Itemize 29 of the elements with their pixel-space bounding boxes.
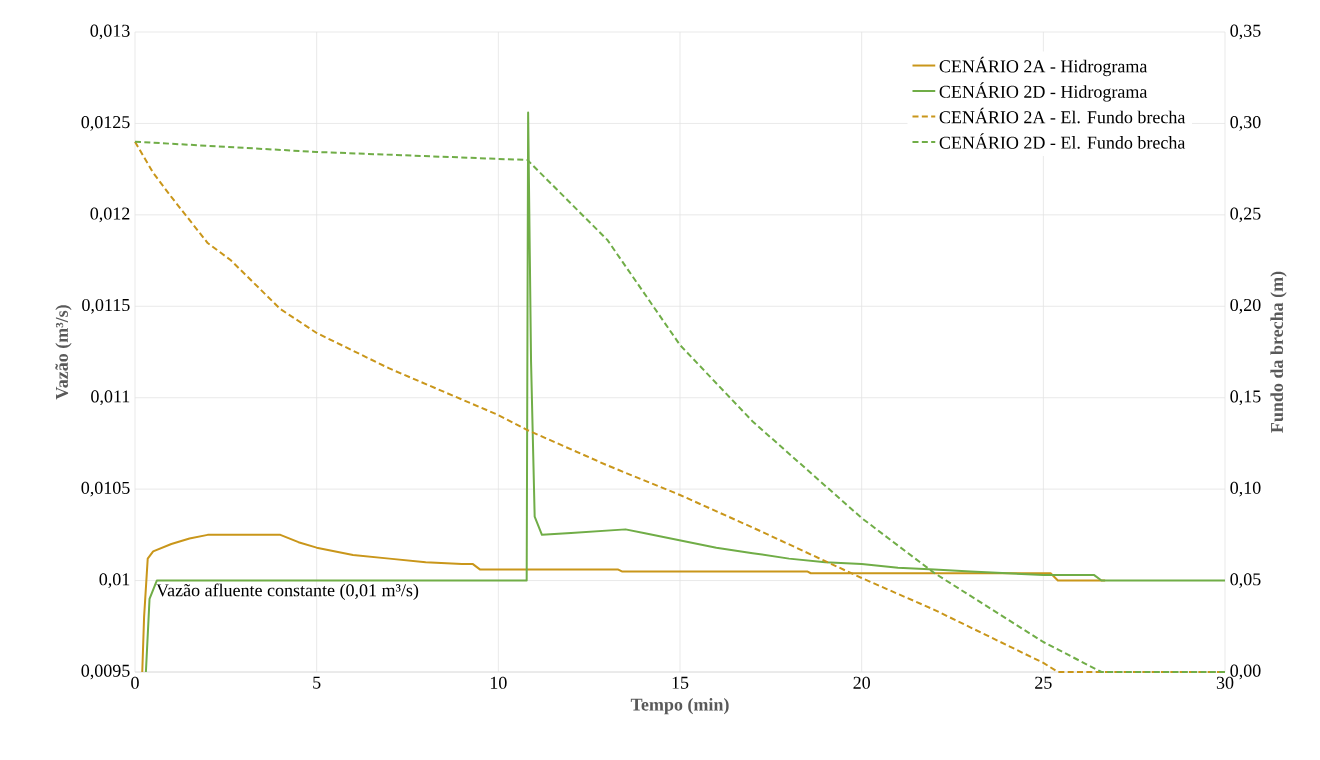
y-tick-label: 0,0115 [82, 298, 130, 314]
x-tick-label: 0 [131, 676, 139, 689]
y-tick-label: 0,0095 [81, 664, 130, 680]
y-tick-label: 0,013 [90, 24, 130, 40]
legend-label: CENÁRIO 2D - Hidrograma [939, 82, 1148, 102]
y2-tick-label: 0,20 [1230, 298, 1261, 314]
x-tick-label: 15 [672, 676, 689, 689]
x-axis-title: Tempo (min) [630, 698, 729, 715]
x-tick-label: 10 [490, 676, 507, 689]
y2-tick-label: 0,25 [1230, 207, 1261, 223]
legend-label: CENÁRIO 2D - El. Fundo brecha [939, 133, 1186, 149]
y2-tick-label: 0,30 [1230, 116, 1261, 131]
y-tick-label: 0,011 [91, 390, 130, 406]
y-tick-label: 0,012 [90, 207, 130, 223]
legend-label: CENÁRIO 2A - El. Fundo brecha [939, 107, 1186, 124]
x-tick-label: 5 [313, 676, 321, 689]
y2-axis-title: Fundo da brecha (m) [1270, 271, 1287, 433]
annotation: Vazão afluente constante (0,01 m³/s) [156, 583, 419, 601]
x-tick-label: 20 [853, 676, 870, 689]
y-tick-label: 0,0105 [81, 481, 130, 497]
y2-tick-label: 0,10 [1230, 481, 1261, 497]
y2-tick-label: 0,35 [1230, 24, 1261, 40]
y-tick-label: 0,01 [99, 573, 130, 588]
y-axis-title: Vazão (m³/s) [55, 305, 72, 400]
y2-tick-label: 0,05 [1230, 573, 1261, 588]
y-tick-label: 0,0125 [81, 116, 130, 131]
x-tick-label: 25 [1035, 676, 1052, 689]
y2-tick-label: 0,15 [1230, 390, 1261, 406]
legend-label: CENÁRIO 2A - Hidrograma [939, 56, 1148, 77]
